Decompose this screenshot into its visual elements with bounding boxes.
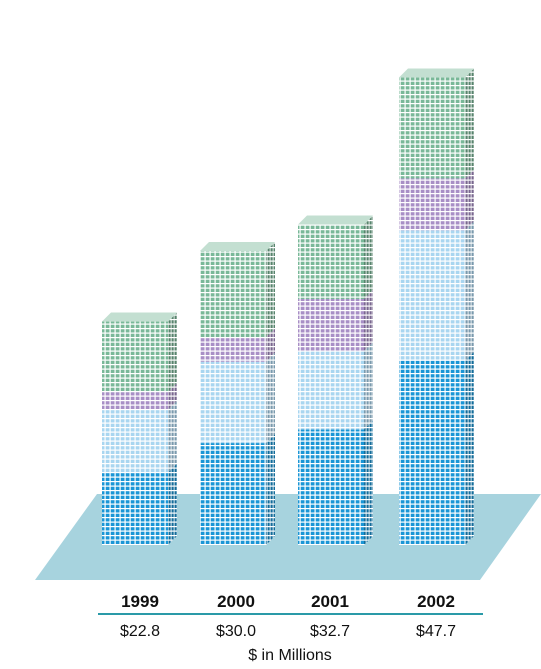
bar-side-1999-s2 — [168, 400, 177, 473]
year-labels: 1999 2000 2001 2002 — [121, 592, 455, 611]
bar-segment-2001-s2 — [298, 350, 364, 430]
bar-side-2002-s1 — [465, 351, 474, 545]
bar-segment-2001-s3 — [298, 299, 364, 351]
bar-2002 — [399, 68, 474, 545]
bar-top-2001 — [298, 215, 373, 225]
bar-segment-2002-s2 — [399, 230, 465, 361]
bar-top-2002 — [399, 68, 474, 78]
bar-side-2000-s3 — [266, 328, 275, 362]
data-label-2002: $47.7 — [416, 623, 456, 640]
bar-side-2001-s3 — [364, 290, 373, 351]
bar-1999 — [102, 312, 177, 545]
data-label-2000: $30.0 — [216, 623, 256, 640]
bar-segment-2002-s4 — [399, 77, 465, 179]
bar-side-2000-s2 — [266, 352, 275, 444]
data-label-1999: $22.8 — [120, 623, 160, 640]
x-tick-label-2001: 2001 — [311, 592, 349, 611]
x-tick-label-2000: 2000 — [217, 592, 255, 611]
bar-2000 — [200, 242, 275, 545]
bar-side-2002-s4 — [465, 68, 474, 179]
bar-side-2001-s2 — [364, 341, 373, 430]
bar-2001 — [298, 215, 373, 545]
bar-segment-2000-s2 — [200, 361, 266, 444]
bar-top-1999 — [102, 312, 177, 322]
bar-segment-2000-s4 — [200, 251, 266, 338]
bar-segment-1999-s2 — [102, 409, 168, 473]
bar-segment-2001-s1 — [298, 429, 364, 545]
bar-side-2000-s1 — [266, 434, 275, 545]
value-labels: $22.8 $30.0 $32.7 $47.7 — [120, 623, 456, 640]
bar-side-2001-s1 — [364, 420, 373, 545]
bar-side-2000-s4 — [266, 242, 275, 338]
bars-layer — [102, 68, 474, 545]
bar-side-2002-s2 — [465, 221, 474, 361]
data-label-2001: $32.7 — [310, 623, 350, 640]
bar-segment-2002-s1 — [399, 360, 465, 545]
x-axis-unit-label: $ in Millions — [248, 647, 332, 664]
x-tick-label-2002: 2002 — [417, 592, 455, 611]
bar-segment-2001-s4 — [298, 224, 364, 300]
bar-side-2001-s4 — [364, 215, 373, 300]
x-tick-label-1999: 1999 — [121, 592, 159, 611]
bar-segment-1999-s4 — [102, 321, 168, 393]
bar-side-1999-s3 — [168, 383, 177, 410]
bar-top-2000 — [200, 242, 275, 251]
bar-side-2002-s3 — [465, 169, 474, 231]
bar-segment-1999-s3 — [102, 392, 168, 410]
bar-segment-2000-s3 — [200, 337, 266, 362]
bar-segment-1999-s1 — [102, 472, 168, 545]
bar-side-1999-s1 — [168, 463, 177, 545]
bar-segment-2002-s3 — [399, 178, 465, 231]
bar-segment-2000-s1 — [200, 443, 266, 545]
bar-side-1999-s4 — [168, 312, 177, 393]
